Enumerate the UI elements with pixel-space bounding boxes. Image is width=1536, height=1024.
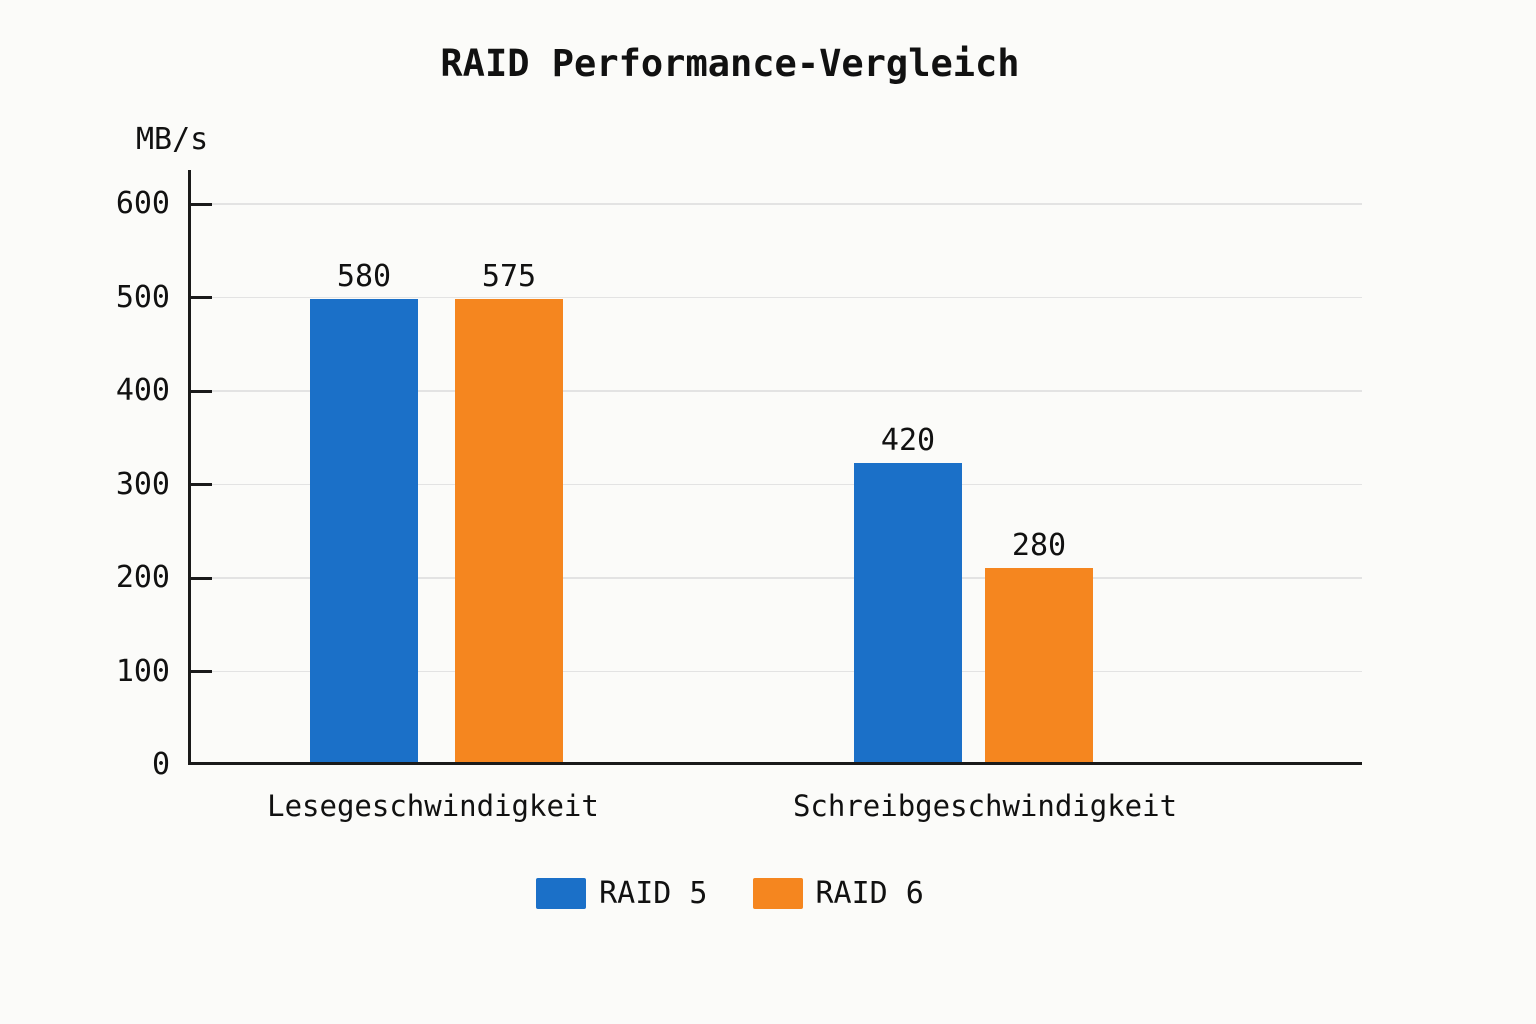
y-tick [191,670,212,673]
legend-item: RAID 6 [752,876,924,911]
y-tick-label: 500 [115,279,170,315]
bar [310,299,418,762]
y-tick [191,296,212,299]
legend-swatch [536,878,587,909]
y-tick [191,483,212,486]
category-label: Schreibgeschwindigkeit [792,789,1178,823]
y-tick [191,576,212,580]
bar [455,299,563,762]
category-label: Lesegeschwindigkeit [267,789,599,823]
bar-value-label: 420 [880,422,936,458]
legend-label: RAID 5 [599,876,708,911]
y-tick-label: 100 [115,653,170,689]
y-axis-unit-label: MB/s [136,122,209,157]
bar-value-label: 280 [1011,528,1067,564]
bar-value-label: 575 [481,259,537,295]
y-tick-label: 400 [115,373,170,408]
gridline [191,483,1362,485]
legend-item: RAID 5 [536,876,708,911]
y-tick-label: 0 [151,747,170,782]
gridline [191,670,1362,672]
y-tick-label: 600 [115,186,170,221]
gridline [191,203,1362,205]
plot-area: 580 575 420 280 [188,170,1362,765]
gridline [191,390,1362,392]
gridline [191,296,1362,298]
gridline [191,577,1362,579]
bar [854,462,962,762]
y-tick-label: 300 [115,466,170,502]
chart-title: RAID Performance-Vergleich [440,42,1020,85]
y-tick-label: 200 [115,560,170,595]
bar [985,568,1093,762]
legend-swatch [752,878,803,909]
y-tick [191,202,212,206]
legend-label: RAID 6 [815,876,924,911]
y-tick [191,389,212,393]
bar-value-label: 580 [336,259,392,295]
legend: RAID 5 RAID 6 [0,876,1460,911]
